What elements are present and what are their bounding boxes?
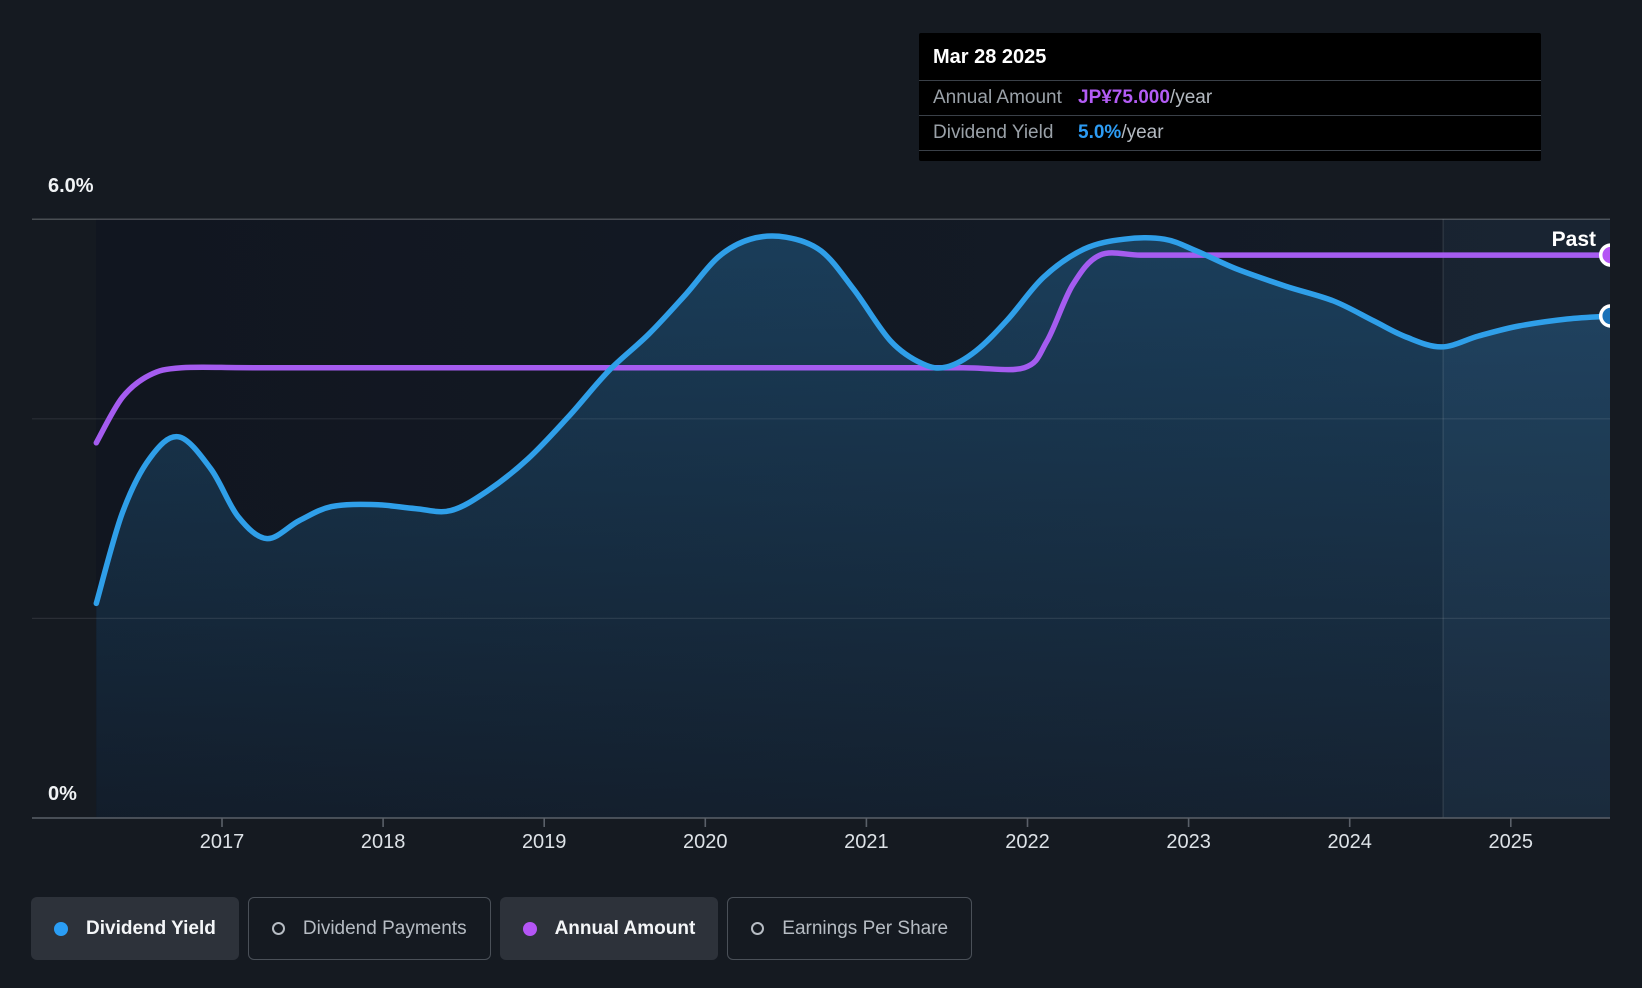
tooltip-label: Annual Amount	[933, 87, 1062, 108]
chart-legend: Dividend Yield Dividend Payments Annual …	[31, 897, 973, 960]
tooltip-value-annual-amount: JP¥75.000/year	[1078, 87, 1213, 108]
tooltip-label: Dividend Yield	[933, 122, 1054, 143]
tooltip-row-dividend-yield: Dividend Yield 5.0%/year	[919, 116, 1541, 151]
tooltip-date: Mar 28 2025	[919, 33, 1541, 81]
x-axis-label-2019: 2019	[521, 831, 567, 853]
x-axis-label-2021: 2021	[844, 831, 889, 853]
legend-label: Dividend Yield	[86, 917, 216, 939]
x-axis-label-2025: 2025	[1488, 831, 1534, 853]
y-axis-label-bottom: 0%	[48, 783, 77, 805]
x-axis-label-2023: 2023	[1166, 831, 1211, 853]
legend-label: Annual Amount	[554, 917, 696, 939]
legend-toggle-dividend-payments[interactable]: Dividend Payments	[247, 897, 491, 960]
legend-toggle-dividend-yield[interactable]: Dividend Yield	[31, 897, 239, 960]
filled-dot-icon	[54, 921, 68, 936]
tooltip-value-dividend-yield: 5.0%/year	[1078, 122, 1164, 143]
x-axis-label-2022: 2022	[1005, 831, 1050, 853]
x-axis-label-2024: 2024	[1327, 831, 1372, 853]
chart-tooltip: Mar 28 2025 Annual Amount JP¥75.000/year…	[919, 33, 1541, 161]
outline-dot-icon	[271, 922, 285, 935]
legend-label: Dividend Payments	[302, 917, 467, 939]
filled-dot-icon	[522, 921, 537, 936]
legend-toggle-earnings-per-share[interactable]: Earnings Per Share	[727, 897, 973, 960]
x-axis-label-2017: 2017	[199, 831, 245, 853]
past-region-label: Past	[1551, 228, 1596, 251]
x-axis-label-2020: 2020	[683, 831, 728, 853]
legend-label: Earnings Per Share	[782, 917, 949, 939]
outline-dot-icon	[751, 922, 765, 935]
tooltip-row-annual-amount: Annual Amount JP¥75.000/year	[919, 81, 1541, 116]
y-axis-label-top: 6.0%	[48, 175, 94, 197]
x-axis-label-2018: 2018	[360, 831, 406, 853]
legend-toggle-annual-amount[interactable]: Annual Amount	[499, 897, 719, 960]
